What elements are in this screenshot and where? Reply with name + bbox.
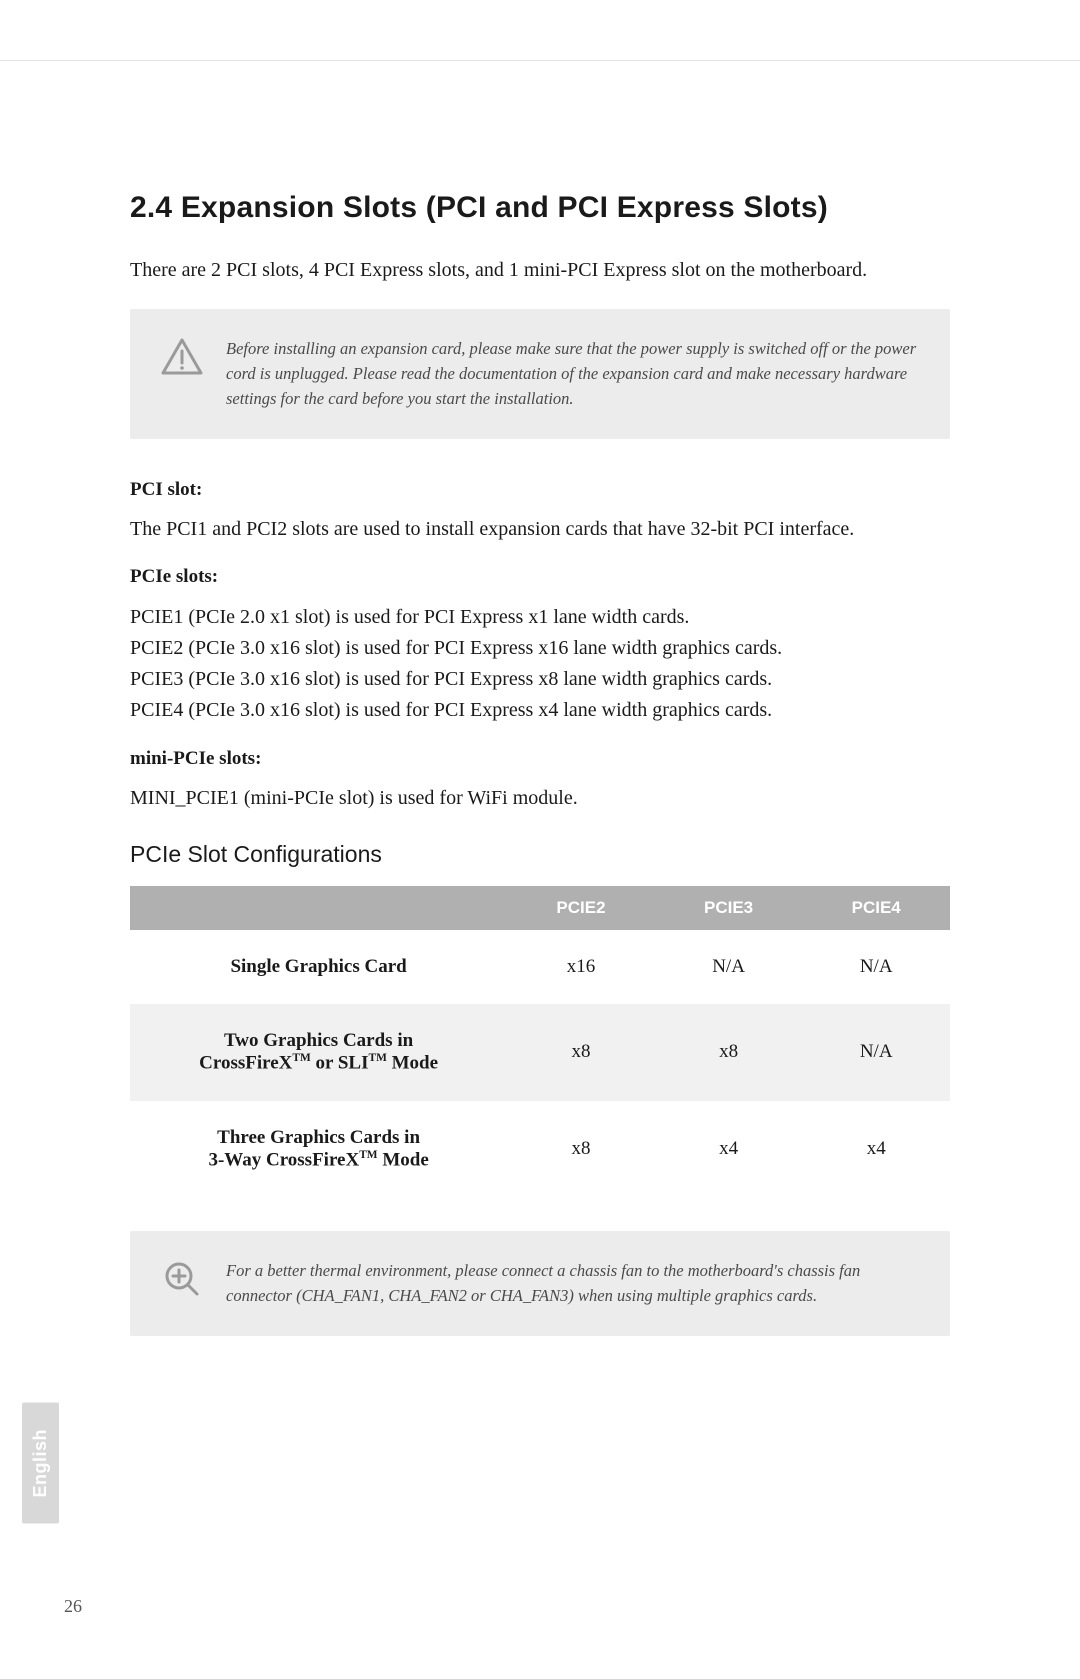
pcie-line: PCIE1 (PCIe 2.0 x1 slot) is used for PCI… (130, 602, 950, 633)
pcie-lines: PCIE1 (PCIe 2.0 x1 slot) is used for PCI… (130, 602, 950, 726)
pcie-config-table: PCIE2PCIE3PCIE4 Single Graphics Cardx16N… (130, 886, 950, 1197)
magnify-plus-icon (160, 1259, 204, 1299)
table-cell: N/A (655, 930, 803, 1004)
pcie-line: PCIE2 (PCIe 3.0 x16 slot) is used for PC… (130, 633, 950, 664)
manual-page: 2.4 Expansion Slots (PCI and PCI Express… (0, 60, 1080, 1679)
table-row-label: Two Graphics Cards inCrossFireXTM or SLI… (130, 1004, 507, 1100)
table-cell: x4 (655, 1101, 803, 1197)
table-header-cell: PCIE4 (802, 886, 950, 930)
table-header-row: PCIE2PCIE3PCIE4 (130, 886, 950, 930)
table-row: Single Graphics Cardx16N/AN/A (130, 930, 950, 1004)
page-number: 26 (64, 1596, 82, 1617)
minipcie-heading: mini-PCIe slots: (130, 748, 950, 770)
pcie-line: PCIE3 (PCIe 3.0 x16 slot) is used for PC… (130, 664, 950, 695)
pcie-heading: PCIe slots: (130, 566, 950, 588)
table-header-cell (130, 886, 507, 930)
table-cell: x8 (507, 1004, 655, 1100)
language-tab: English (22, 1403, 59, 1524)
warning-icon (160, 337, 204, 377)
table-row: Three Graphics Cards in3-Way CrossFireXT… (130, 1101, 950, 1197)
table-header-cell: PCIE2 (507, 886, 655, 930)
table-cell: N/A (802, 1004, 950, 1100)
minipcie-text: MINI_PCIE1 (mini-PCIe slot) is used for … (130, 784, 950, 813)
table-cell: x8 (507, 1101, 655, 1197)
tip-callout: For a better thermal environment, please… (130, 1231, 950, 1337)
table-cell: N/A (802, 930, 950, 1004)
table-cell: x4 (802, 1101, 950, 1197)
table-row-label: Single Graphics Card (130, 930, 507, 1004)
warning-text: Before installing an expansion card, ple… (226, 337, 920, 411)
table-cell: x16 (507, 930, 655, 1004)
table-cell: x8 (655, 1004, 803, 1100)
pci-text: The PCI1 and PCI2 slots are used to inst… (130, 515, 950, 544)
table-row-label: Three Graphics Cards in3-Way CrossFireXT… (130, 1101, 507, 1197)
warning-callout: Before installing an expansion card, ple… (130, 309, 950, 439)
pcie-line: PCIE4 (PCIe 3.0 x16 slot) is used for PC… (130, 695, 950, 726)
section-title: 2.4 Expansion Slots (PCI and PCI Express… (130, 191, 950, 225)
pci-heading: PCI slot: (130, 479, 950, 501)
section-intro: There are 2 PCI slots, 4 PCI Express slo… (130, 255, 950, 285)
tip-text: For a better thermal environment, please… (226, 1259, 920, 1309)
table-title: PCIe Slot Configurations (130, 841, 950, 868)
table-row: Two Graphics Cards inCrossFireXTM or SLI… (130, 1004, 950, 1100)
table-header-cell: PCIE3 (655, 886, 803, 930)
